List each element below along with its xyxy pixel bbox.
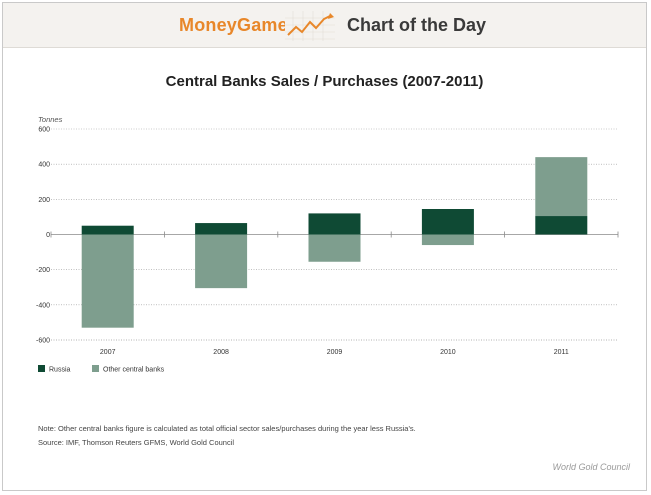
x-tick-label: 2008 [213,349,229,356]
bar-other-central-banks-2011 [535,157,588,217]
legend-swatch [38,365,45,372]
chart-frame: MoneyGame Chart of the Day Central Banks… [2,2,647,491]
bar-russia-2011 [535,216,588,235]
chart-note: Note: Other central banks figure is calc… [38,424,416,433]
section-title: Chart of the Day [347,15,487,35]
y-tick-label: 0 [46,232,50,239]
x-tick-label: 2011 [554,349,569,356]
header-banner: MoneyGame Chart of the Day [3,3,646,48]
bar-russia-2010 [421,209,474,235]
x-tick-label: 2007 [100,349,116,356]
legend-label: Russia [49,367,71,374]
y-tick-label: 200 [38,197,50,204]
x-tick-label: 2009 [327,349,343,356]
rising-line-chart-icon [285,11,335,41]
y-tick-label: -400 [36,302,50,309]
bar-other-central-banks-2008 [195,234,248,289]
bar-other-central-banks-2010 [421,234,474,246]
chart-source: Source: IMF, Thomson Reuters GFMS, World… [38,438,235,447]
y-axis-label: Tonnes [38,115,63,124]
y-tick-label: -600 [36,338,50,345]
bar-other-central-banks-2009 [308,234,361,262]
y-tick-label: 600 [38,127,50,134]
chart-title: Central Banks Sales / Purchases (2007-20… [165,73,484,90]
brand-name[interactable]: MoneyGame [179,15,288,35]
legend-swatch [92,365,99,372]
x-tick-label: 2010 [440,349,456,356]
bar-other-central-banks-2007 [81,234,134,328]
y-tick-label: -200 [36,267,50,274]
bar-russia-2007 [81,225,134,235]
bar-chart: Tonnes -600 -400 -200 0 200 400 600 2007 2008 2009… [36,115,619,374]
credit-text: World Gold Council [552,462,630,472]
y-tick-label: 400 [38,162,50,169]
bar-russia-2008 [195,223,248,235]
legend-label: Other central banks [103,367,165,374]
bar-russia-2009 [308,213,361,235]
